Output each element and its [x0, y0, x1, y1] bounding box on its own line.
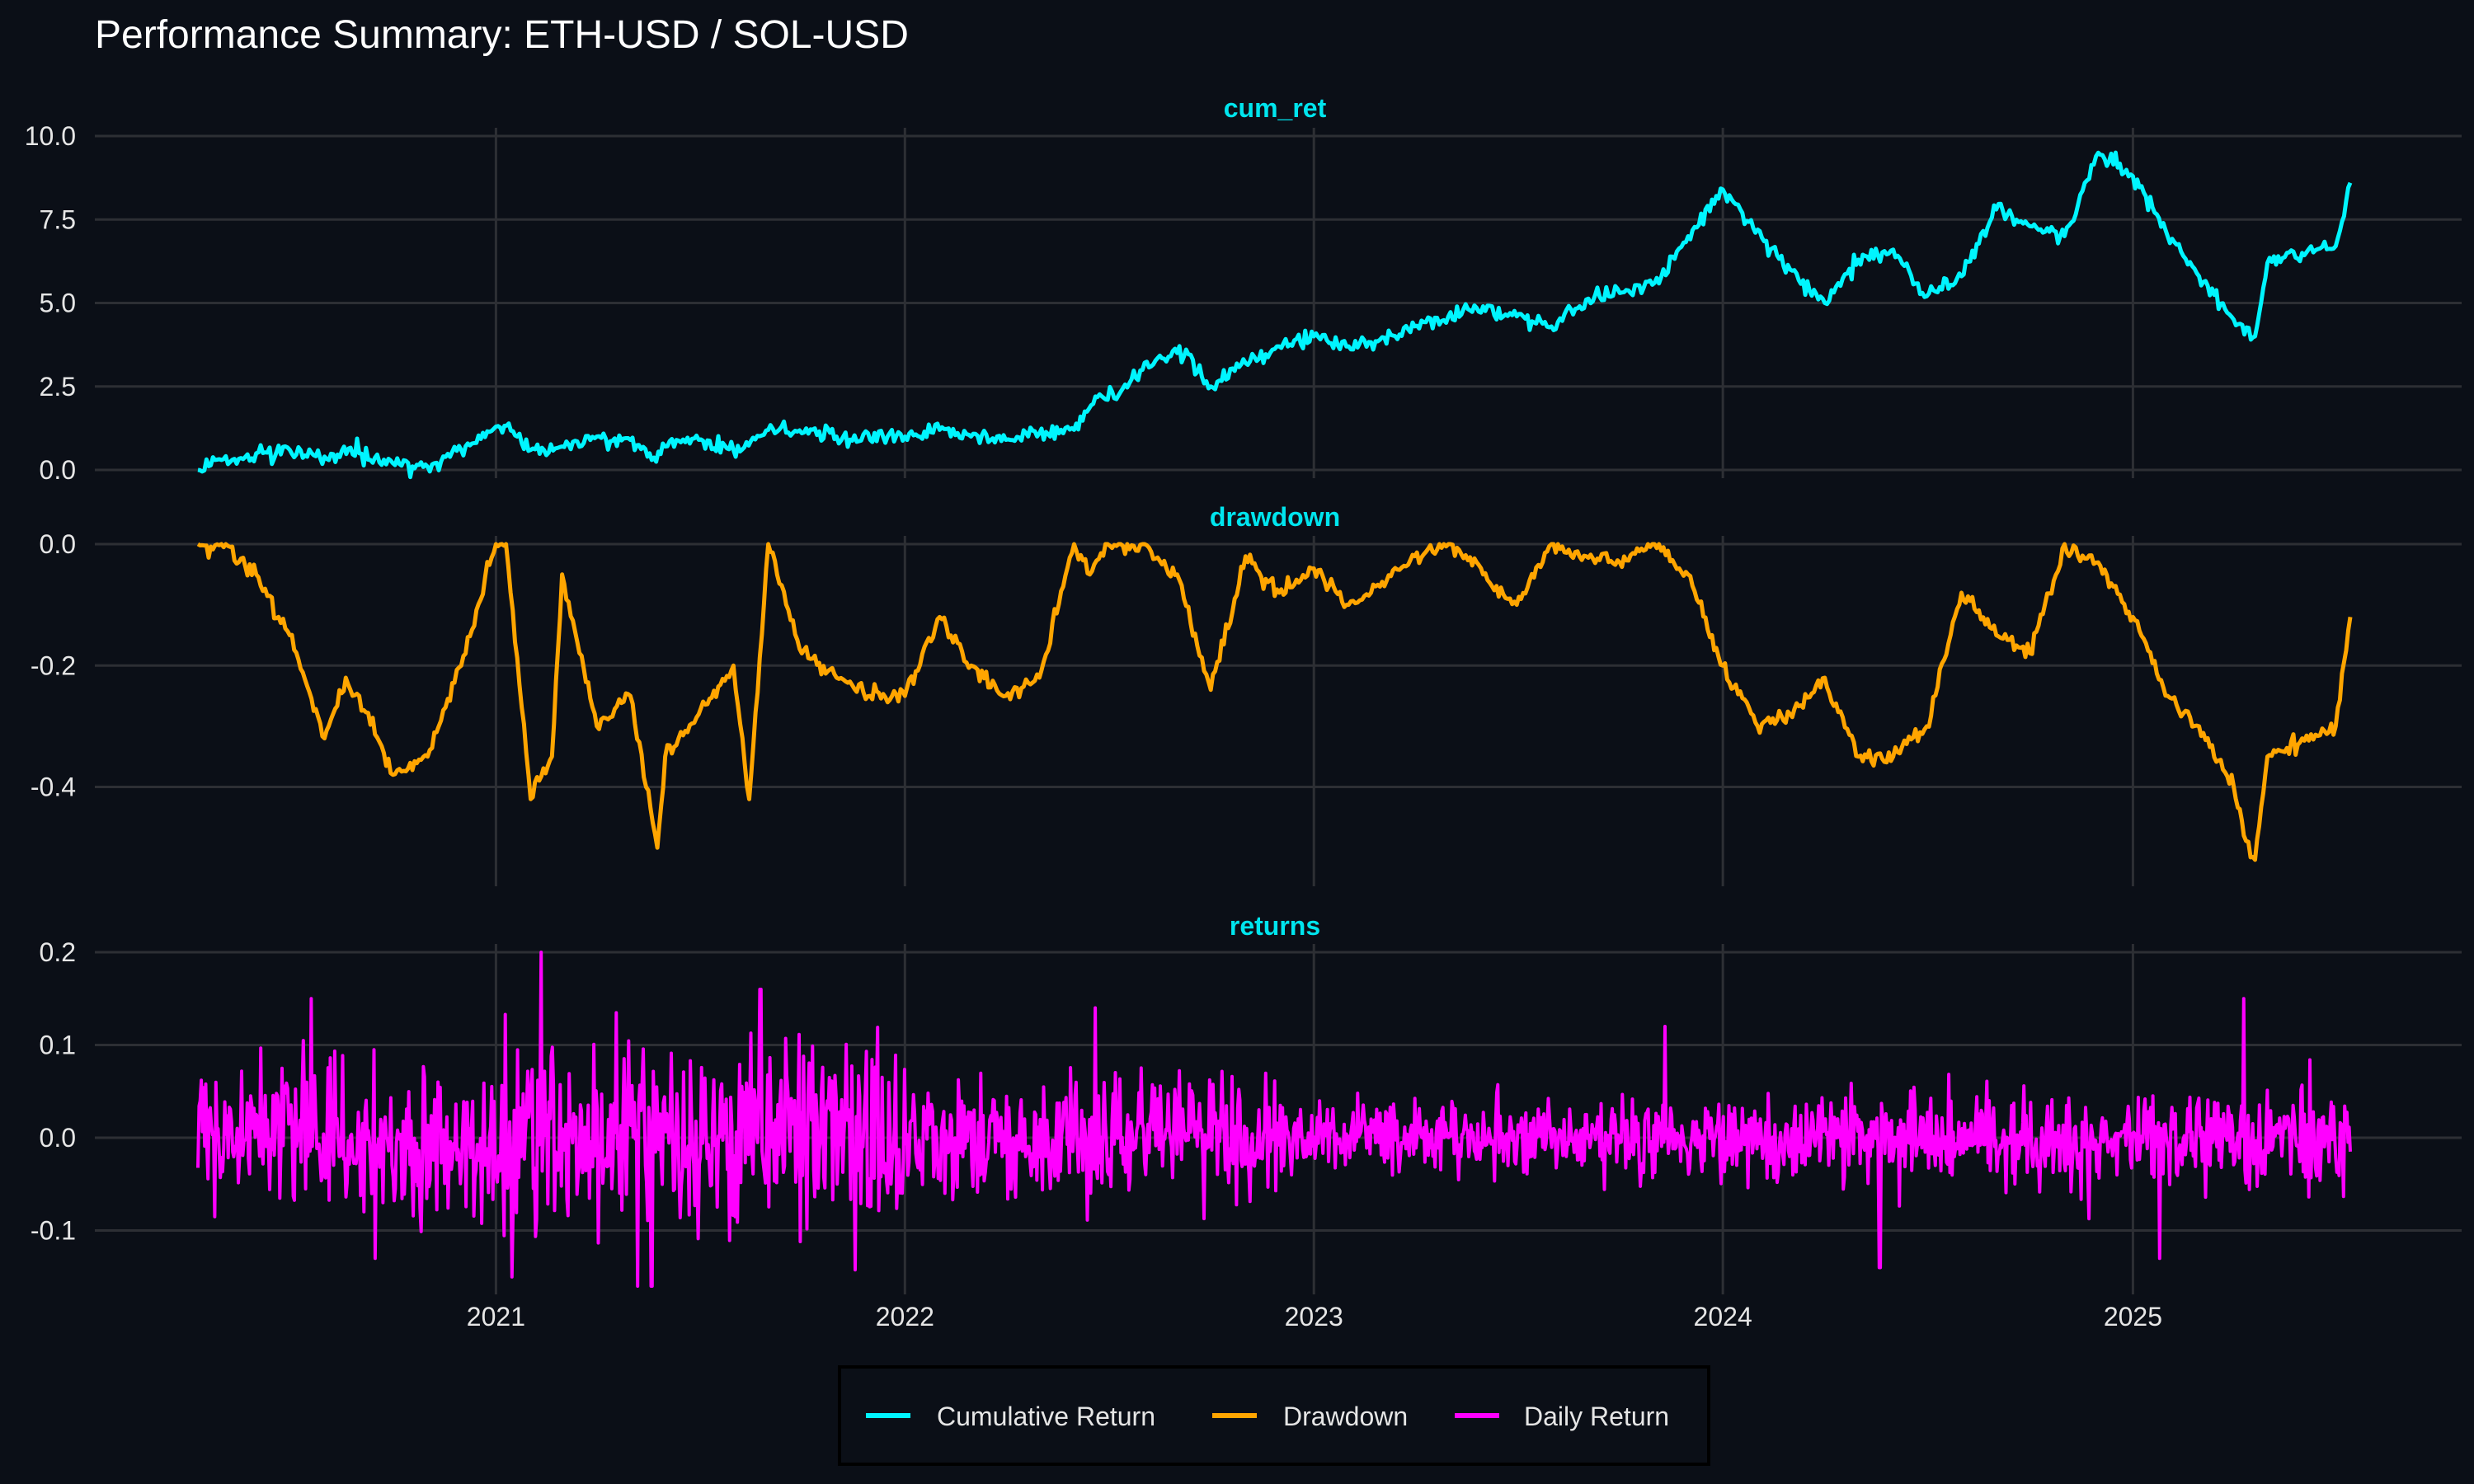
- y-axis-cum-ret: 0.0 2.5 5.0 7.5 10.0: [25, 121, 76, 485]
- panel-returns: returns 0.2 0.1 0.0 -0.1: [31, 911, 2462, 1294]
- chart-title: Performance Summary: ETH-USD / SOL-USD: [95, 13, 909, 57]
- y-tick-label: 0.0: [40, 455, 76, 485]
- y-tick-label: 10.0: [25, 121, 76, 151]
- legend-label-daily-return: Daily Return: [1524, 1402, 1669, 1431]
- series-line-drawdown: [196, 542, 2353, 862]
- x-tick-label: 2025: [2104, 1302, 2162, 1331]
- y-axis-drawdown: 0.0 -0.2 -0.4: [31, 529, 76, 802]
- x-tick-label: 2022: [876, 1302, 934, 1331]
- panel-drawdown: drawdown 0.0 -0.2 -0.4: [31, 502, 2462, 886]
- x-tick-label: 2021: [467, 1302, 525, 1331]
- y-tick-label: 0.0: [40, 1123, 76, 1153]
- y-tick-label: -0.2: [31, 650, 76, 680]
- legend-label-cumulative-return: Cumulative Return: [937, 1402, 1155, 1431]
- legend-label-drawdown: Drawdown: [1283, 1402, 1408, 1431]
- series-line-daily-return: [196, 951, 2352, 1288]
- legend-box: [838, 1365, 1710, 1466]
- legend: Cumulative Return Drawdown Daily Return: [838, 1365, 1710, 1466]
- y-tick-label: 5.0: [40, 289, 76, 318]
- facet-title-cum-ret: cum_ret: [1224, 93, 1327, 123]
- panel-cum-ret: cum_ret 0.0 2.5 5.0 7.5 10.0: [25, 93, 2462, 485]
- y-tick-label: -0.1: [31, 1216, 76, 1246]
- y-tick-label: 0.0: [40, 529, 76, 559]
- y-tick-label: 7.5: [40, 204, 76, 234]
- y-tick-label: 0.2: [40, 937, 76, 967]
- x-axis: 2021 2022 2023 2024 2025: [467, 1302, 2162, 1331]
- y-tick-label: -0.4: [31, 773, 76, 802]
- x-tick-label: 2024: [1694, 1302, 1752, 1331]
- y-tick-label: 2.5: [40, 372, 76, 402]
- facet-title-drawdown: drawdown: [1210, 502, 1340, 532]
- facet-title-returns: returns: [1230, 911, 1320, 941]
- y-tick-label: 0.1: [40, 1031, 76, 1060]
- gridlines-drawdown: [95, 536, 2462, 886]
- y-axis-returns: 0.2 0.1 0.0 -0.1: [31, 937, 76, 1246]
- series-line-cumulative-return: [197, 150, 2353, 480]
- gridlines-cum-ret: [95, 128, 2462, 478]
- x-tick-label: 2023: [1285, 1302, 1343, 1331]
